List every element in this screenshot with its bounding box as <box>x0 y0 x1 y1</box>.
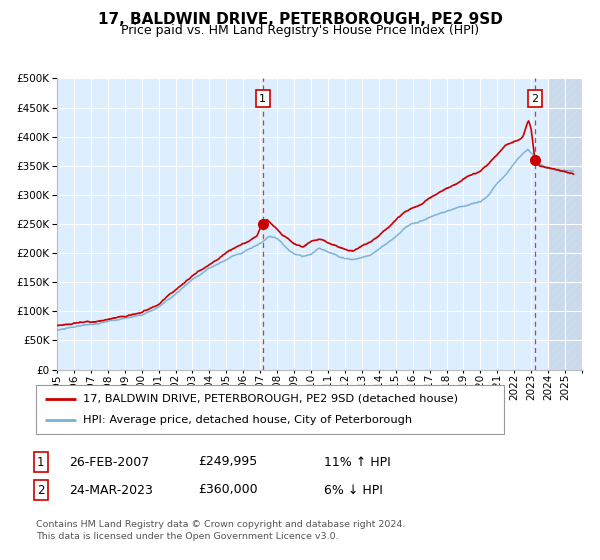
Text: 17, BALDWIN DRIVE, PETERBOROUGH, PE2 9SD: 17, BALDWIN DRIVE, PETERBOROUGH, PE2 9SD <box>98 12 502 27</box>
Text: Price paid vs. HM Land Registry's House Price Index (HPI): Price paid vs. HM Land Registry's House … <box>121 24 479 37</box>
Text: 1: 1 <box>37 455 44 469</box>
FancyBboxPatch shape <box>36 385 504 434</box>
Text: 2: 2 <box>532 94 539 104</box>
Text: 24-MAR-2023: 24-MAR-2023 <box>69 483 153 497</box>
Text: 26-FEB-2007: 26-FEB-2007 <box>69 455 149 469</box>
Text: 17, BALDWIN DRIVE, PETERBOROUGH, PE2 9SD (detached house): 17, BALDWIN DRIVE, PETERBOROUGH, PE2 9SD… <box>83 394 458 404</box>
Text: 6% ↓ HPI: 6% ↓ HPI <box>324 483 383 497</box>
Text: 1: 1 <box>259 94 266 104</box>
Text: HPI: Average price, detached house, City of Peterborough: HPI: Average price, detached house, City… <box>83 415 412 425</box>
Text: £360,000: £360,000 <box>198 483 257 497</box>
Text: £249,995: £249,995 <box>198 455 257 469</box>
Text: 11% ↑ HPI: 11% ↑ HPI <box>324 455 391 469</box>
Bar <box>548 78 599 370</box>
Text: 2: 2 <box>37 483 44 497</box>
Text: Contains HM Land Registry data © Crown copyright and database right 2024.
This d: Contains HM Land Registry data © Crown c… <box>36 520 406 541</box>
